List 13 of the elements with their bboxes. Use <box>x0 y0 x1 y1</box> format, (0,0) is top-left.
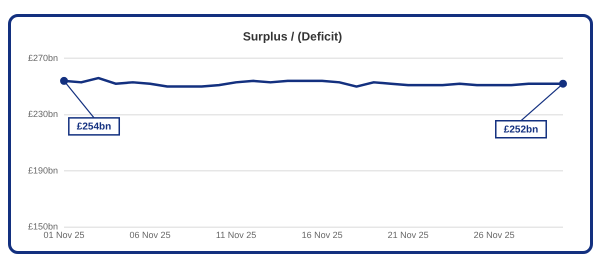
x-tick-label: 11 Nov 25 <box>216 230 256 240</box>
x-tick-label: 21 Nov 25 <box>388 230 429 240</box>
y-tick-label: £230bn <box>28 109 58 120</box>
x-tick-label: 16 Nov 25 <box>302 230 343 240</box>
annotation: £254bn <box>76 122 112 133</box>
y-tick-label: £190bn <box>28 165 58 176</box>
x-tick-label: 06 Nov 25 <box>130 230 171 240</box>
annotation: £252bn <box>504 124 538 136</box>
x-tick-label: 26 Nov 25 <box>474 230 515 240</box>
y-tick-label: £150bn <box>28 222 58 232</box>
chart-title: Surplus / (Deficit) <box>242 30 342 44</box>
x-tick-label: 01 Nov 25 <box>44 230 85 240</box>
y-tick-label: £270bn <box>28 52 58 63</box>
